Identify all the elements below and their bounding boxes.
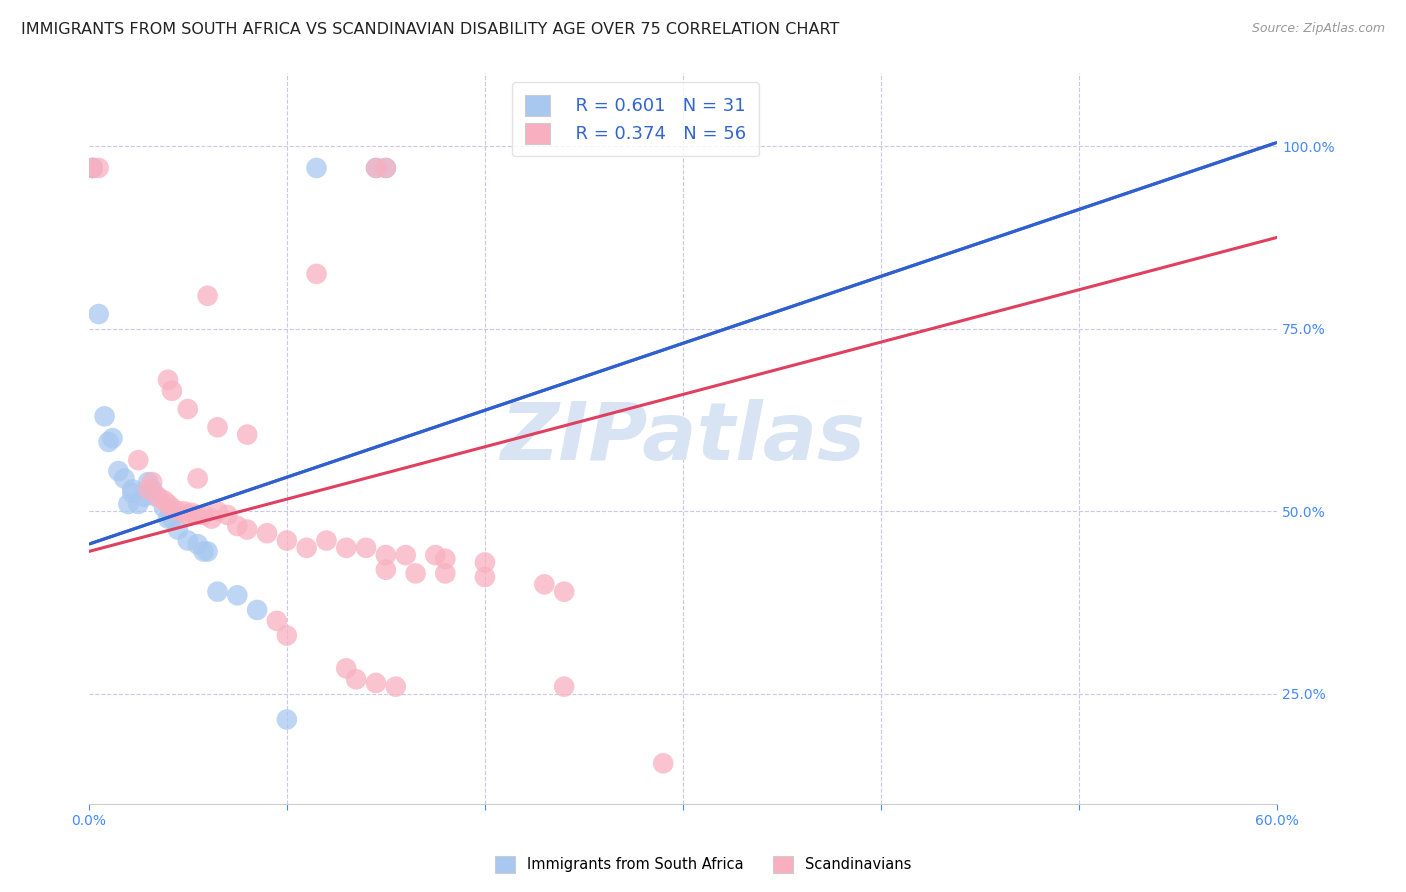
Point: [364, 161, 387, 175]
Point: [553, 680, 575, 694]
Point: [187, 471, 209, 485]
Point: [236, 427, 259, 442]
Point: [384, 680, 406, 694]
Point: [364, 676, 387, 690]
Point: [374, 563, 396, 577]
Point: [266, 614, 288, 628]
Point: [107, 464, 129, 478]
Point: [207, 504, 229, 518]
Point: [374, 161, 396, 175]
Point: [193, 544, 215, 558]
Point: [97, 434, 120, 449]
Point: [173, 504, 195, 518]
Point: [200, 511, 222, 525]
Point: [156, 497, 179, 511]
Point: [160, 511, 183, 525]
Point: [305, 267, 328, 281]
Point: [127, 453, 149, 467]
Point: [354, 541, 377, 555]
Point: [167, 523, 190, 537]
Point: [187, 508, 209, 522]
Point: [177, 508, 200, 522]
Point: [434, 566, 457, 581]
Point: [197, 289, 219, 303]
Point: [82, 161, 104, 175]
Point: [434, 551, 457, 566]
Point: [226, 519, 249, 533]
Point: [117, 497, 139, 511]
Point: [474, 570, 496, 584]
Point: [177, 402, 200, 417]
Point: [207, 584, 229, 599]
Point: [344, 673, 367, 687]
Point: [134, 490, 156, 504]
Point: [82, 161, 104, 175]
Point: [533, 577, 555, 591]
Point: [236, 523, 259, 537]
Point: [295, 541, 318, 555]
Legend: Immigrants from South Africa, Scandinavians: Immigrants from South Africa, Scandinavi…: [488, 849, 918, 880]
Point: [160, 500, 183, 515]
Point: [305, 161, 328, 175]
Text: Source: ZipAtlas.com: Source: ZipAtlas.com: [1251, 22, 1385, 36]
Point: [217, 508, 239, 522]
Point: [276, 628, 298, 642]
Point: [93, 409, 115, 424]
Point: [156, 511, 179, 525]
Point: [395, 548, 418, 562]
Text: IMMIGRANTS FROM SOUTH AFRICA VS SCANDINAVIAN DISABILITY AGE OVER 75 CORRELATION : IMMIGRANTS FROM SOUTH AFRICA VS SCANDINA…: [21, 22, 839, 37]
Point: [82, 161, 104, 175]
Point: [112, 471, 135, 485]
Point: [197, 544, 219, 558]
Point: [652, 756, 675, 771]
Point: [145, 490, 167, 504]
Point: [87, 161, 110, 175]
Point: [153, 500, 176, 515]
Point: [207, 420, 229, 434]
Point: [256, 526, 278, 541]
Point: [315, 533, 337, 548]
Point: [180, 506, 202, 520]
Point: [121, 486, 143, 500]
Point: [374, 161, 396, 175]
Point: [101, 431, 124, 445]
Point: [374, 548, 396, 562]
Point: [121, 483, 143, 497]
Point: [335, 541, 357, 555]
Point: [87, 307, 110, 321]
Point: [276, 713, 298, 727]
Point: [425, 548, 447, 562]
Point: [136, 475, 159, 489]
Point: [160, 384, 183, 398]
Point: [193, 508, 215, 522]
Point: [136, 483, 159, 497]
Point: [146, 490, 169, 504]
Point: [246, 603, 269, 617]
Point: [276, 533, 298, 548]
Point: [167, 504, 190, 518]
Point: [141, 475, 163, 489]
Point: [474, 556, 496, 570]
Point: [141, 483, 163, 497]
Point: [553, 584, 575, 599]
Point: [127, 497, 149, 511]
Point: [177, 533, 200, 548]
Point: [226, 588, 249, 602]
Point: [187, 537, 209, 551]
Point: [153, 493, 176, 508]
Point: [156, 373, 179, 387]
Point: [364, 161, 387, 175]
Legend:   R = 0.601   N = 31,   R = 0.374   N = 56: R = 0.601 N = 31, R = 0.374 N = 56: [512, 82, 759, 156]
Point: [335, 661, 357, 675]
Text: ZIPatlas: ZIPatlas: [501, 400, 866, 477]
Point: [405, 566, 427, 581]
